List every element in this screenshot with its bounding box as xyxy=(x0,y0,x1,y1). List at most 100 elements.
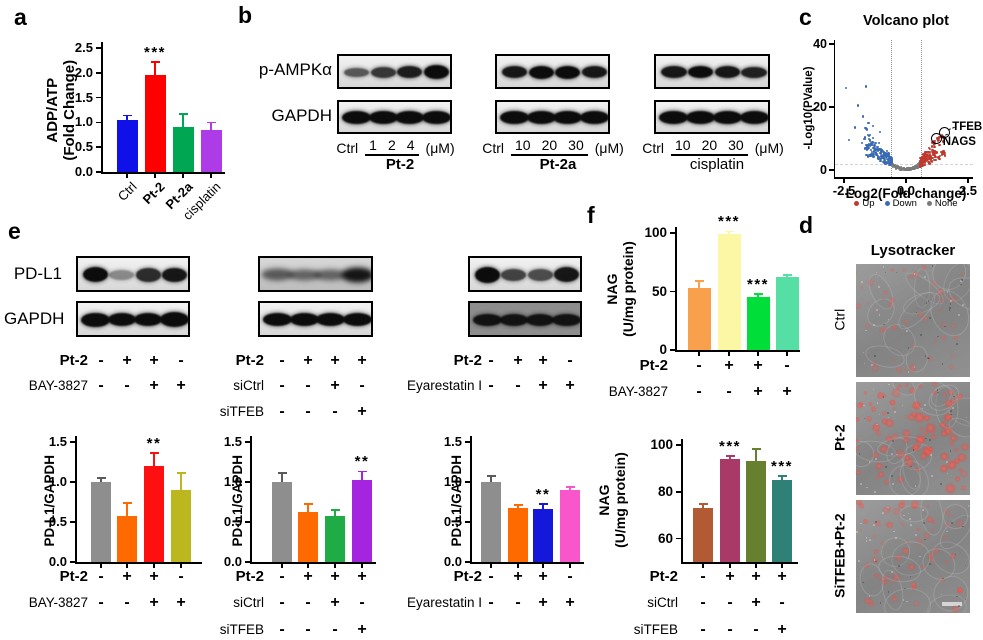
treatment-label: Pt-2 xyxy=(453,568,482,585)
treatment-symbol: + xyxy=(538,594,548,611)
bar xyxy=(298,511,318,562)
protein-band xyxy=(741,66,767,78)
blot-box xyxy=(468,256,582,292)
y-tick xyxy=(244,521,250,523)
lysotracker-spot xyxy=(881,296,886,300)
protein-band xyxy=(342,110,372,125)
speckle xyxy=(915,311,918,314)
microscopy-image-sitfeb-pt2 xyxy=(856,500,970,613)
volcano-point xyxy=(877,141,881,145)
lysotracker-spot xyxy=(873,520,882,528)
speckle xyxy=(897,565,900,567)
treatment-symbol: + xyxy=(777,568,787,585)
lysotracker-spot xyxy=(944,508,951,515)
bar xyxy=(772,480,792,562)
lysotracker-spot xyxy=(897,501,906,510)
speckle xyxy=(885,466,888,468)
x-tick-label: -2.5 xyxy=(832,183,856,198)
x-tick xyxy=(905,178,907,183)
lysotracker-spot xyxy=(918,540,925,546)
volcano-point xyxy=(886,150,889,153)
lysotracker-spot xyxy=(889,399,897,406)
volcano-point xyxy=(933,145,936,148)
y-axis-label: NAG (U/mg protein) xyxy=(603,241,636,337)
lysotracker-spot xyxy=(938,421,948,429)
y-axis xyxy=(249,436,252,565)
lysotracker-spot xyxy=(931,528,936,532)
volcano-point xyxy=(881,149,884,152)
volcano-point xyxy=(868,154,871,157)
volcano-point xyxy=(932,152,935,155)
speckle xyxy=(965,416,968,419)
speckle xyxy=(931,265,934,267)
speckle xyxy=(954,553,957,556)
lysotracker-spot xyxy=(950,396,960,405)
volcano-point xyxy=(895,165,898,169)
volcano-point xyxy=(927,150,930,154)
lysotracker-spot xyxy=(889,297,897,304)
lysotracker-spot xyxy=(911,270,921,278)
speckle xyxy=(950,300,952,302)
treatment-symbol: + xyxy=(777,621,787,638)
volcano-point xyxy=(885,157,889,161)
speckle xyxy=(894,411,896,413)
bar xyxy=(720,459,740,562)
volcano-point xyxy=(908,167,911,170)
volcano-point xyxy=(914,164,918,167)
x-tick-label: 0.0 xyxy=(896,183,916,198)
protein-band xyxy=(344,67,370,77)
volcano-point xyxy=(887,163,891,167)
blot-box xyxy=(76,301,190,337)
protein-band xyxy=(83,267,109,282)
error-cap xyxy=(565,485,575,488)
lysotracker-spot xyxy=(884,574,889,578)
x-axis xyxy=(100,172,225,175)
lysotracker-spot xyxy=(912,584,917,589)
lysotracker-spot xyxy=(944,559,950,564)
speckle xyxy=(887,591,890,593)
lysotracker-spot xyxy=(908,274,914,280)
treatment-symbol: - xyxy=(98,377,104,394)
error-bar xyxy=(126,116,128,120)
treatment-label: siTFEB xyxy=(219,622,264,637)
treatment-symbol: - xyxy=(488,594,494,611)
lysotracker-spot xyxy=(946,389,955,397)
volcano-point xyxy=(863,136,866,139)
lysotracker-spot xyxy=(907,563,917,571)
speckle xyxy=(865,329,868,332)
lysotracker-spot xyxy=(927,553,934,559)
lysotracker-spot xyxy=(889,324,898,332)
speckle xyxy=(903,514,905,517)
error-cap xyxy=(698,502,708,505)
y-tick xyxy=(69,521,75,523)
volcano-point xyxy=(920,158,923,161)
volcano-point xyxy=(887,152,890,155)
significance-stars: ** xyxy=(146,435,162,452)
treatment-symbol: + xyxy=(538,568,548,585)
bar xyxy=(117,515,137,562)
volcano-point xyxy=(943,152,946,155)
antibody-label-pampka: p-AMPKα xyxy=(258,60,332,79)
bar xyxy=(717,234,741,350)
volcano-point xyxy=(867,137,871,141)
y-tick-label: 1.0 xyxy=(74,114,93,130)
volcano-point xyxy=(889,159,892,162)
volcano-point xyxy=(927,146,931,149)
pvalue-threshold-line xyxy=(835,163,973,165)
volcano-point xyxy=(867,134,871,138)
speckle xyxy=(924,276,926,278)
lysotracker-spot xyxy=(953,475,962,483)
lysotracker-spot xyxy=(872,549,880,555)
error-bar xyxy=(728,232,730,235)
protein-band xyxy=(135,267,161,282)
treatment-symbol: + xyxy=(357,403,367,420)
protein-band xyxy=(739,110,768,125)
lysotracker-spot xyxy=(882,326,889,332)
protein-band xyxy=(288,269,320,280)
x-tick xyxy=(154,174,156,179)
volcano-point xyxy=(878,148,881,151)
speckle xyxy=(863,362,866,365)
lysotracker-spot xyxy=(886,505,893,511)
x-tick xyxy=(182,174,184,179)
speckle xyxy=(866,486,868,489)
